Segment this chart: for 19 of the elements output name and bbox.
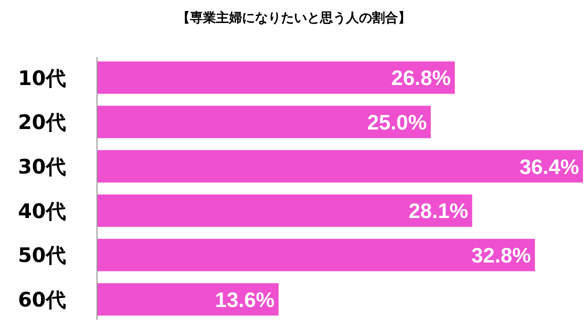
data-label: 36.4% (519, 156, 580, 179)
data-label: 32.8% (471, 244, 532, 268)
data-label: 28.1% (408, 200, 469, 224)
y-tick-label: 60代 (18, 288, 66, 312)
y-tick-label: 50代 (18, 243, 66, 268)
y-tick-label: 10代 (18, 66, 66, 90)
bar (97, 238, 535, 272)
data-label: 26.8% (391, 67, 452, 90)
y-tick-label: 40代 (18, 198, 66, 223)
y-tick-label: 30代 (18, 154, 66, 179)
bar (97, 61, 455, 94)
bar (97, 150, 583, 183)
bar (97, 106, 431, 138)
chart-title: 【専業主婦になりたいと思う人の割合】 (177, 10, 411, 26)
data-label: 13.6% (215, 288, 275, 312)
bar (97, 283, 279, 316)
y-tick-label: 20代 (18, 110, 66, 134)
bar (97, 194, 472, 227)
data-label: 25.0% (367, 112, 428, 135)
